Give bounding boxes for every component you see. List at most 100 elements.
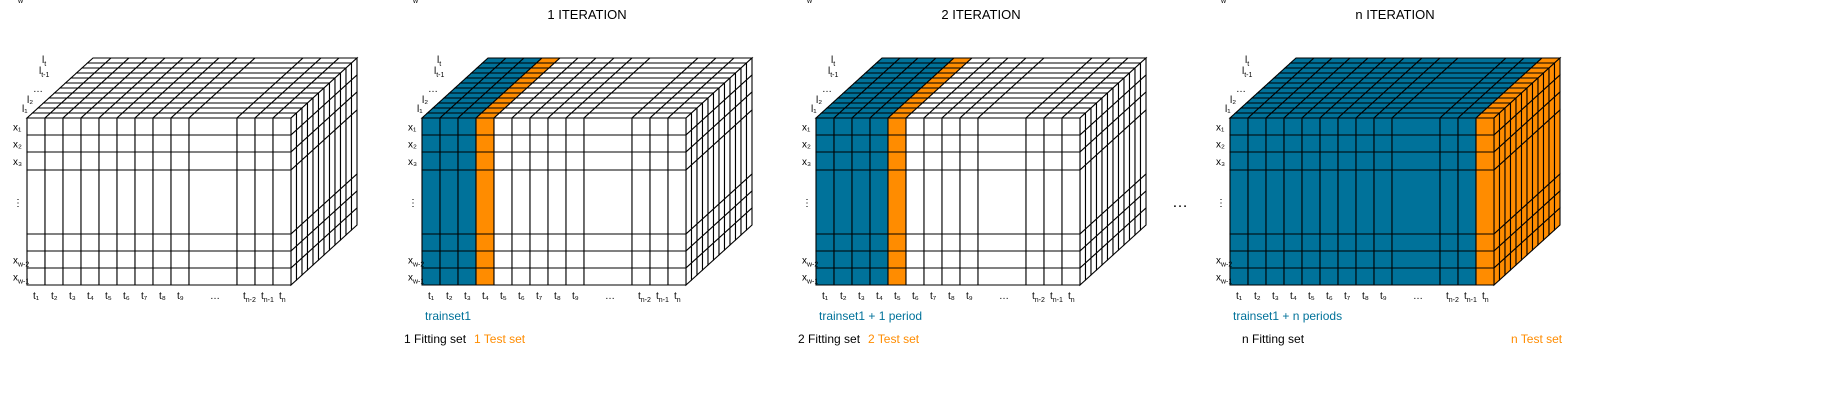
front-cell [977, 267, 1027, 286]
front-cell [631, 169, 651, 235]
front-cell [152, 250, 172, 269]
front-cell [170, 134, 190, 153]
layer-label: lt [831, 55, 835, 68]
front-cell [833, 267, 853, 286]
col-label: t₂ [51, 291, 58, 302]
layer-label: lt-1 [39, 66, 50, 79]
layer-label: lt [42, 55, 46, 68]
row-label: x₁ [1216, 123, 1225, 134]
front-cell [1355, 117, 1375, 136]
layer-label: lt-1 [434, 66, 445, 79]
front-cell [649, 250, 669, 269]
row-label: xw-1 [13, 273, 29, 286]
top-cell [1009, 82, 1066, 89]
front-cell [1265, 267, 1285, 286]
front-cell [511, 267, 531, 286]
front-cell [134, 169, 154, 235]
side-cell [328, 128, 336, 201]
front-cell [815, 267, 835, 286]
front-cell [1319, 169, 1339, 235]
front-cell [631, 151, 651, 171]
front-cell [1283, 117, 1303, 136]
col-label: t₁ [33, 291, 40, 302]
layer-label: lt [437, 55, 441, 68]
front-cell [44, 117, 64, 136]
side-cell [718, 133, 726, 206]
top-cell [599, 97, 656, 104]
front-cell [457, 151, 477, 171]
front-cell [1301, 250, 1321, 269]
front-cell [1475, 233, 1495, 252]
col-label: t₅ [894, 291, 901, 302]
front-cell [923, 151, 943, 171]
top-cell [1004, 87, 1061, 94]
col-label: t₈ [948, 291, 955, 302]
col-label: t₂ [446, 291, 453, 302]
front-cell [62, 233, 82, 252]
front-cell [667, 134, 687, 153]
front-cell [1439, 151, 1459, 171]
front-cell [188, 250, 238, 269]
front-cell [887, 117, 907, 136]
front-cell [851, 151, 871, 171]
row-label: ⋮ [802, 198, 812, 209]
top-cell [643, 57, 700, 64]
col-label: t₃ [464, 291, 471, 302]
front-cell [941, 233, 961, 252]
col-label: t₁ [1236, 291, 1243, 302]
row-label: x₃ [1216, 157, 1225, 168]
front-cell [833, 233, 853, 252]
front-cell [116, 117, 136, 136]
side-cell [1101, 143, 1109, 216]
front-cell [1319, 117, 1339, 136]
col-label: t₃ [69, 291, 76, 302]
front-cell [869, 250, 889, 269]
front-cell [833, 151, 853, 171]
front-cell [511, 233, 531, 252]
top-cell [1026, 67, 1083, 74]
front-cell [547, 117, 567, 136]
front-cell [1391, 134, 1441, 153]
front-cell [1355, 233, 1375, 252]
front-cell [44, 267, 64, 286]
top-cell [1434, 72, 1491, 79]
top-cell [604, 92, 661, 99]
side-cell [1520, 138, 1528, 211]
side-cell [1542, 118, 1550, 191]
front-cell [977, 233, 1027, 252]
front-cell [134, 151, 154, 171]
front-cell [170, 169, 190, 235]
front-cell [439, 151, 459, 171]
front-cell [815, 117, 835, 136]
test-set-label: 1 Test set [474, 332, 526, 346]
side-cell [345, 113, 353, 186]
row-label: xw [13, 0, 24, 5]
front-cell [1439, 250, 1459, 269]
col-label: tn-2 [1032, 291, 1045, 304]
fitting-set-label: 1 Fitting set [404, 332, 467, 346]
front-cell [1265, 233, 1285, 252]
front-cell [116, 267, 136, 286]
side-cell [685, 163, 693, 236]
row-label: x₁ [802, 123, 811, 134]
front-cell [851, 134, 871, 153]
front-cell [98, 233, 118, 252]
front-cell [1439, 233, 1459, 252]
col-label: t₅ [105, 291, 112, 302]
front-cell [98, 117, 118, 136]
front-cell [583, 117, 633, 136]
front-cell [475, 117, 495, 136]
side-cell [290, 163, 298, 236]
front-cell [475, 151, 495, 171]
front-cell [26, 233, 46, 252]
front-cell [152, 134, 172, 153]
front-cell [1247, 267, 1267, 286]
layer-label: … [822, 84, 832, 95]
front-cell [977, 151, 1027, 171]
iteration-title: n ITERATION [1355, 7, 1434, 22]
layer-label: l₂ [1230, 95, 1236, 106]
side-cell [1106, 138, 1114, 211]
front-cell [272, 151, 292, 171]
front-cell [1043, 233, 1063, 252]
side-cell [339, 118, 347, 191]
